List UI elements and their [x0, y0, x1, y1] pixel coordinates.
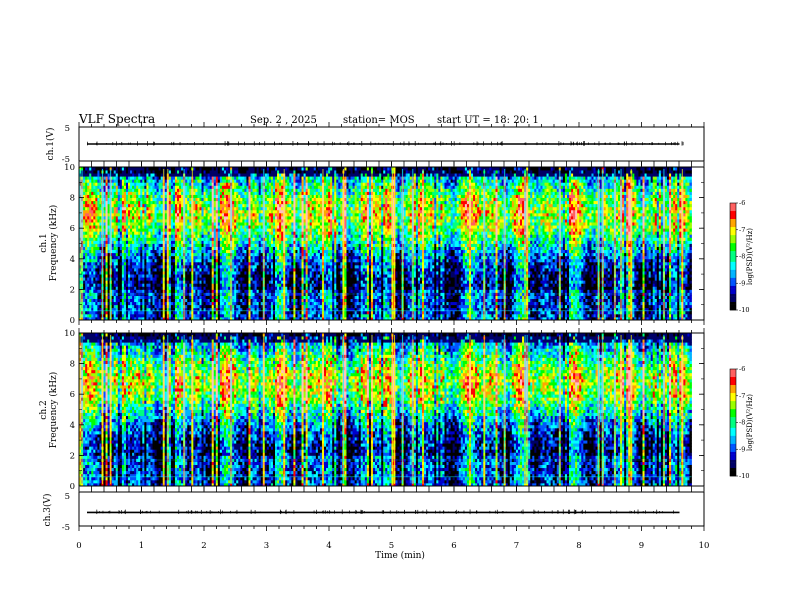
spectrogram-cell	[689, 305, 691, 308]
date-label: Sep. 2 , 2025	[250, 115, 317, 126]
ch1-waveform-ylabel: ch.1(V)	[45, 128, 56, 161]
spectrogram-cell	[689, 283, 691, 286]
spectrogram-cell	[689, 314, 691, 317]
spectrogram-cell	[689, 311, 691, 314]
ch1-waveform-panel: 5 -5 ch.1(V)	[45, 122, 704, 166]
figure-title: VLF Spectra	[78, 112, 155, 126]
spectrogram-cell	[689, 286, 691, 289]
spectrogram-cell	[689, 299, 691, 302]
spectrogram-cell	[689, 296, 691, 299]
spectrogram-cell	[689, 289, 691, 292]
ch1-spectrogram-cells	[79, 167, 692, 320]
spectrogram-cell	[689, 302, 691, 305]
start-time-label: start UT = 18: 20: 1	[437, 115, 539, 126]
ch1-ytick-top: 5	[65, 124, 70, 134]
